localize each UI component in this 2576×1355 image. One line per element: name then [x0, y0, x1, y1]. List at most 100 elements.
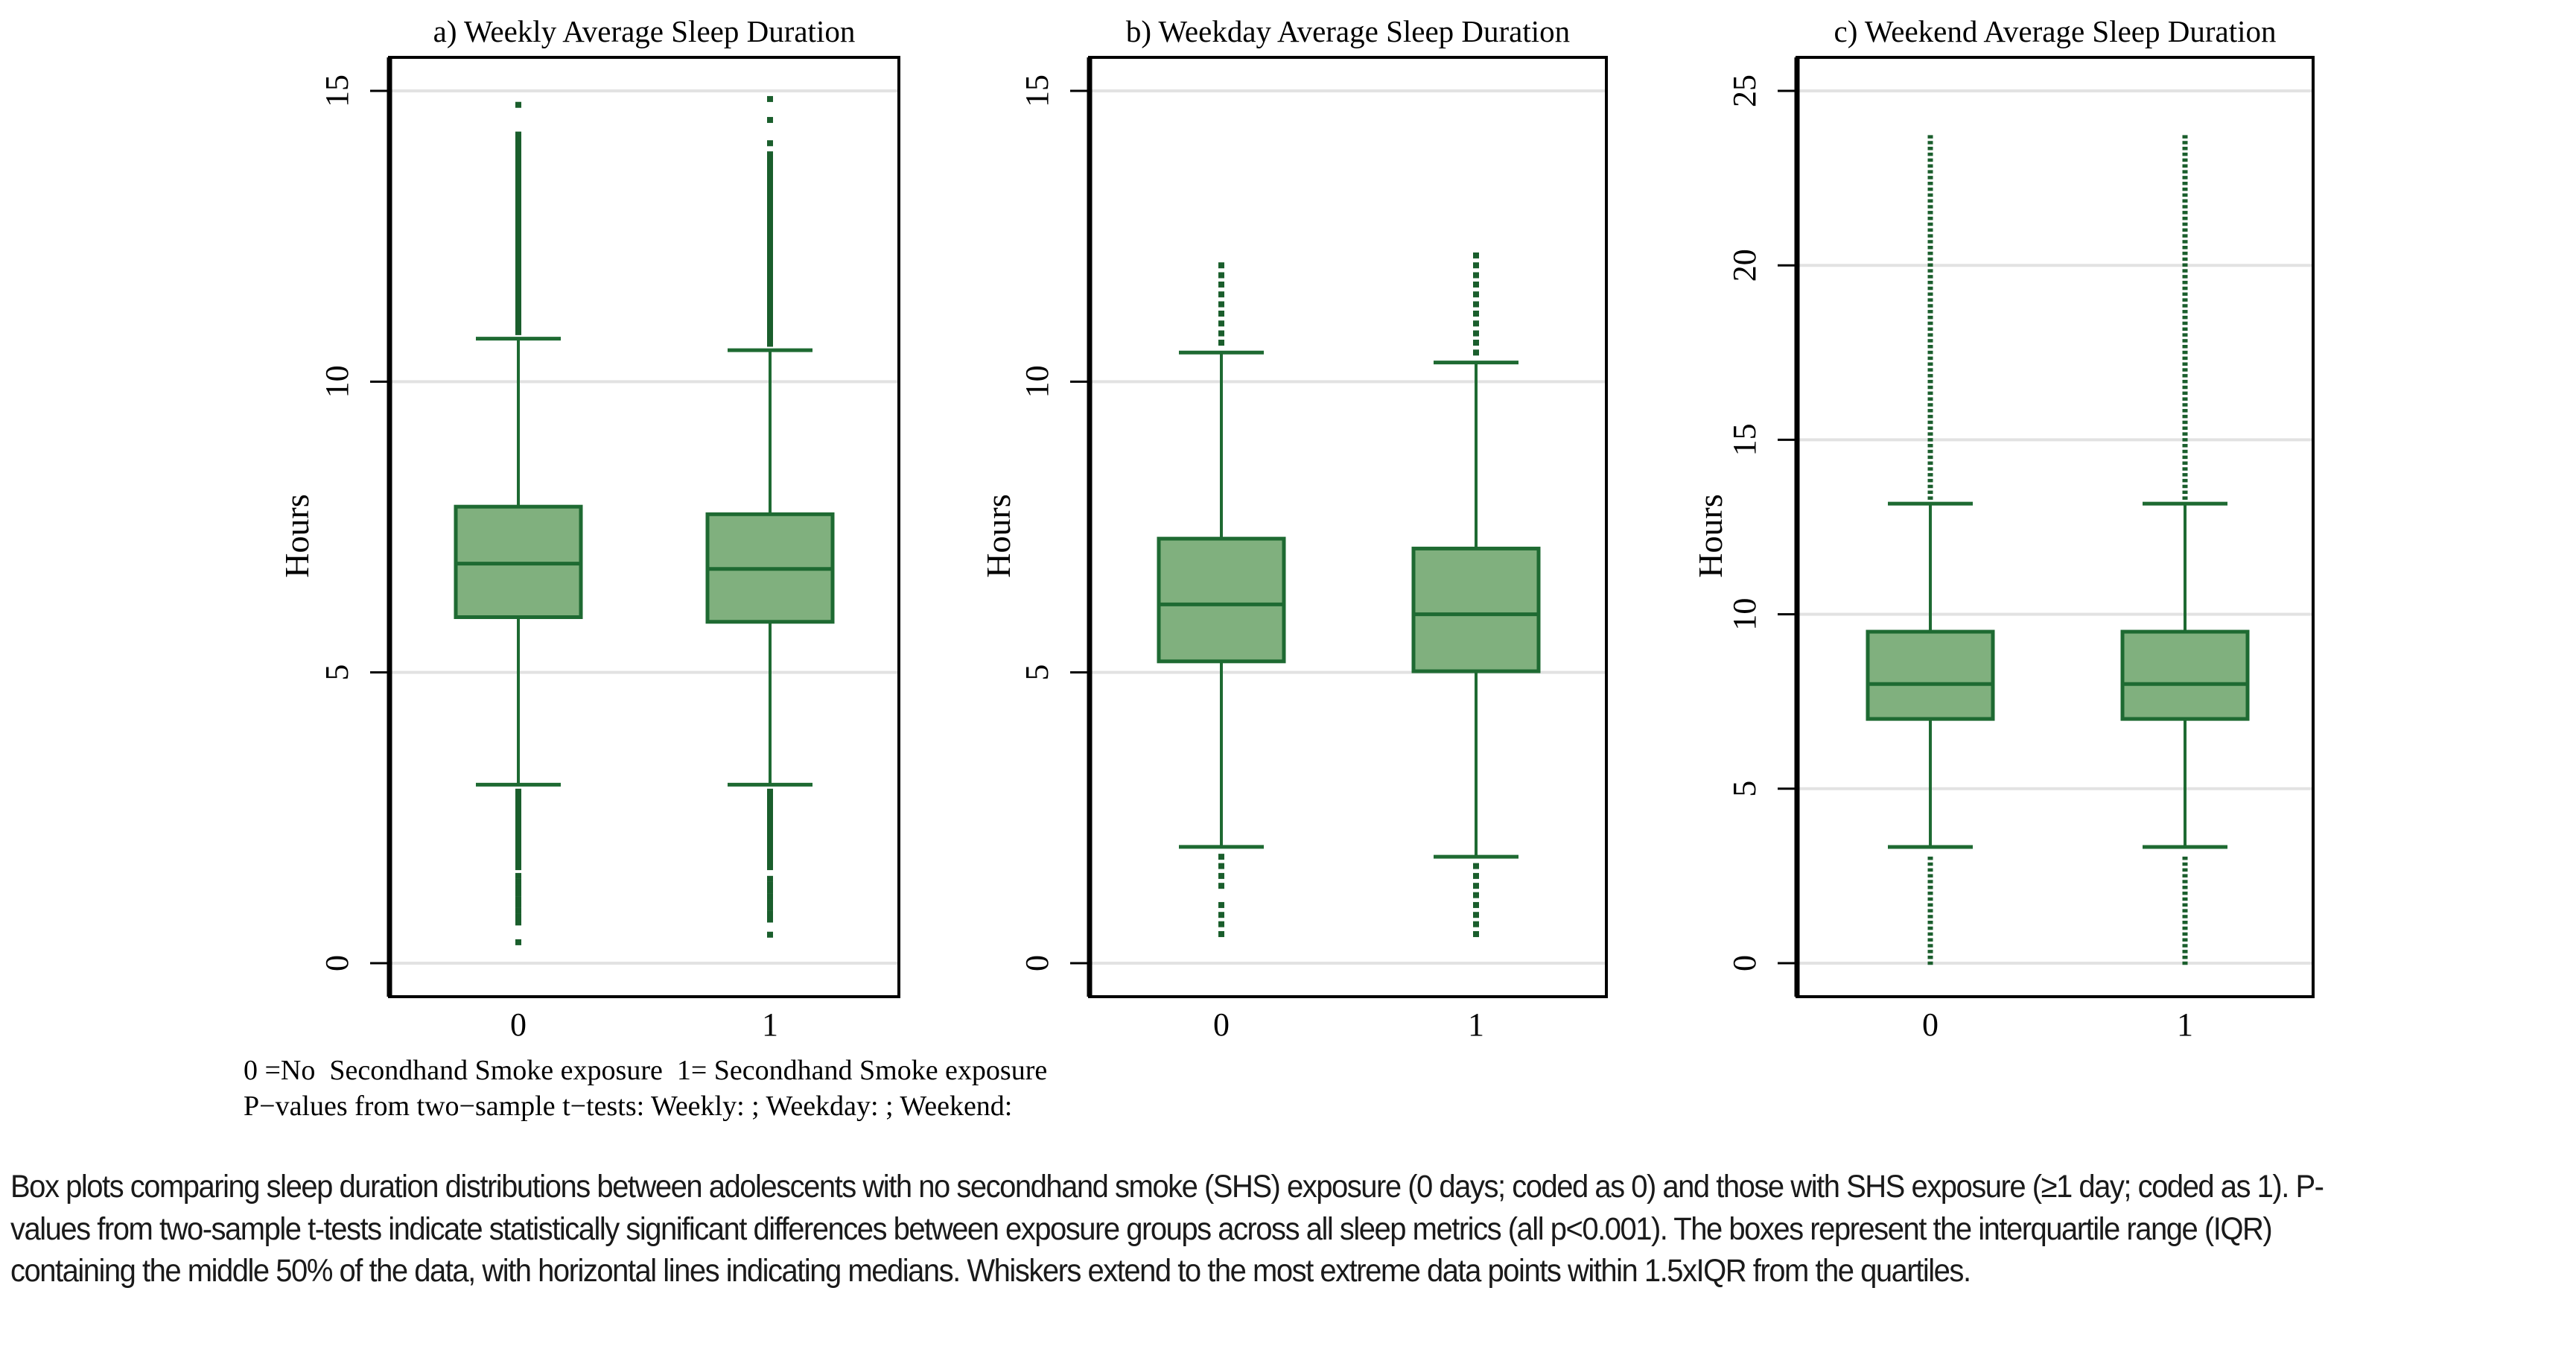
outlier-point [2182, 490, 2188, 495]
outlier-point [1473, 320, 1479, 327]
outlier-point [2182, 222, 2188, 226]
outlier-point [1927, 280, 1933, 285]
outlier-point [1218, 863, 1224, 869]
outlier-point [767, 899, 773, 906]
outlier-point [1927, 211, 1933, 215]
outlier-point [1927, 350, 1933, 355]
outlier-point [2182, 152, 2188, 156]
outlier-point [2182, 246, 2188, 250]
iqr-box [1866, 629, 1995, 721]
panel-title: b) Weekday Average Sleep Duration [1126, 14, 1570, 48]
outlier-point [2182, 234, 2188, 238]
outlier-point [1927, 199, 1933, 203]
outlier-point [1927, 187, 1933, 191]
outlier-point [1927, 298, 1933, 302]
outlier-point [1927, 170, 1933, 174]
outlier-point [1473, 883, 1479, 889]
outlier-point [1218, 310, 1224, 317]
outlier-point [1927, 926, 1933, 930]
outlier-point [2182, 269, 2188, 273]
outlier-point [1218, 930, 1224, 937]
y-tick-label: 25 [1726, 74, 1763, 107]
outlier-point [2182, 874, 2188, 878]
y-axis-label: Hours [979, 494, 1017, 577]
outlier-point [1927, 368, 1933, 372]
outlier-point [1927, 955, 1933, 959]
outlier-point [2182, 368, 2188, 372]
outlier-point [515, 872, 521, 879]
x-tick-label: 0 [1922, 1006, 1939, 1043]
outlier-dense-band [515, 788, 521, 871]
outlier-point [2182, 374, 2188, 378]
outlier-point [1927, 455, 1933, 460]
outlier-point [1927, 321, 1933, 326]
outlier-point [1927, 193, 1933, 197]
outlier-point [1927, 257, 1933, 261]
outlier-point [2182, 403, 2188, 407]
outlier-point [1927, 467, 1933, 471]
outlier-point [515, 134, 521, 141]
outlier-point [1473, 892, 1479, 898]
outlier-point [2182, 897, 2188, 901]
outlier-point [1927, 473, 1933, 477]
outlier-point [1927, 880, 1933, 883]
y-tick-label: 10 [1019, 365, 1055, 398]
outlier-point [1927, 874, 1933, 878]
outlier-point [2182, 310, 2188, 314]
outlier-point [767, 931, 773, 938]
outlier-point [1927, 414, 1933, 419]
outlier-point [1927, 222, 1933, 226]
plot-frame [1796, 56, 2315, 998]
outlier-point [2182, 443, 2188, 448]
y-tick-label: 15 [1726, 423, 1763, 456]
outlier-point [1473, 901, 1479, 908]
outlier-point [767, 117, 773, 124]
box-group-0 [454, 101, 583, 945]
outlier-point [1927, 135, 1933, 139]
y-tick-label: 0 [1019, 955, 1055, 971]
outlier-point [2182, 339, 2188, 343]
outlier-point [2182, 432, 2188, 436]
outlier-point [515, 896, 521, 903]
box-group-0 [1866, 135, 1995, 965]
outlier-point [2182, 473, 2188, 477]
outlier-point [2182, 356, 2188, 361]
outlier-point [767, 95, 773, 102]
outlier-point [1927, 897, 1933, 901]
outlier-point [767, 881, 773, 888]
outlier-point [2182, 484, 2188, 489]
outlier-point [2182, 909, 2188, 913]
outlier-point [2182, 304, 2188, 308]
outlier-point [1218, 854, 1224, 860]
x-tick-label: 1 [2177, 1006, 2193, 1043]
outlier-dense-band [767, 151, 773, 347]
outlier-point [1927, 292, 1933, 296]
outlier-point [2182, 275, 2188, 279]
outlier-point [1927, 310, 1933, 314]
box-group-1 [1411, 252, 1541, 937]
outlier-point [515, 101, 521, 108]
outlier-point [2182, 350, 2188, 355]
outlier-point [1927, 216, 1933, 220]
outlier-point [1927, 263, 1933, 267]
plot-frame [1088, 56, 1608, 998]
x-tick-label: 1 [1468, 1006, 1484, 1043]
outlier-point [2182, 920, 2188, 924]
outlier-point [2182, 158, 2188, 162]
y-tick-label: 5 [319, 664, 355, 681]
y-tick-label: 15 [1019, 74, 1055, 107]
outlier-point [2182, 397, 2188, 401]
outlier-point [1927, 228, 1933, 232]
outlier-point [2182, 461, 2188, 465]
y-tick-label: 15 [319, 74, 355, 107]
outlier-point [2182, 438, 2188, 442]
outlier-point [1927, 903, 1933, 907]
outlier-point [2182, 170, 2188, 174]
outlier-point [1927, 205, 1933, 209]
outlier-point [2182, 944, 2188, 948]
outlier-point [1927, 152, 1933, 156]
y-tick-label: 5 [1726, 781, 1763, 797]
outlier-point [1473, 930, 1479, 937]
outlier-point [2182, 321, 2188, 326]
